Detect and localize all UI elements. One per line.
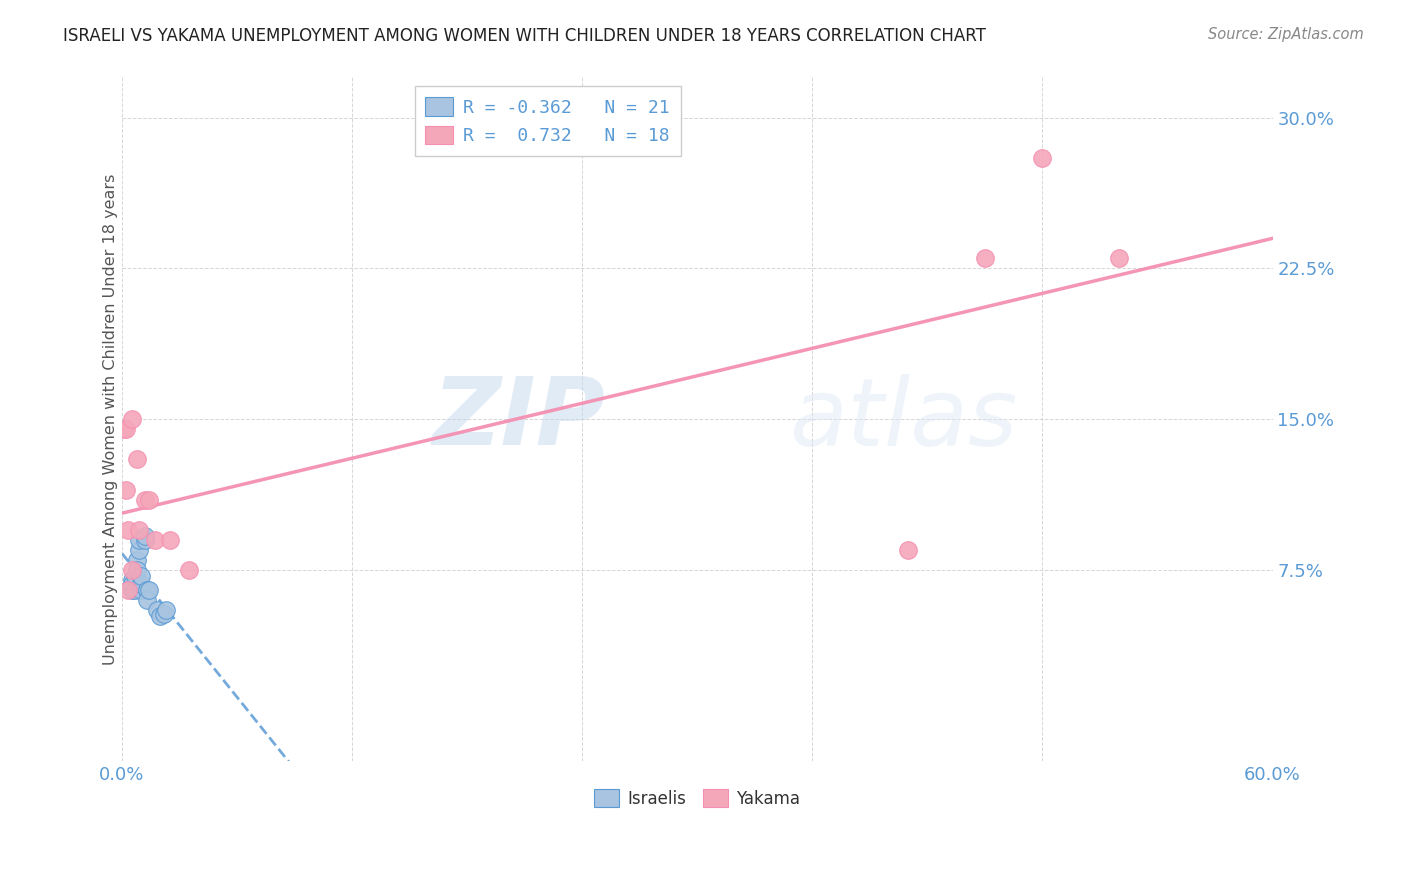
Point [159, 533, 181, 547]
Point [124, 583, 146, 598]
Text: ISRAELI VS YAKAMA UNEMPLOYMENT AMONG WOMEN WITH CHILDREN UNDER 18 YEARS CORRELAT: ISRAELI VS YAKAMA UNEMPLOYMENT AMONG WOM… [63, 27, 986, 45]
Point [134, 529, 156, 543]
Point [1108, 252, 1130, 266]
Point [117, 523, 139, 537]
Text: atlas: atlas [789, 374, 1018, 465]
Point [115, 422, 138, 436]
Point [121, 583, 143, 598]
Point [115, 483, 138, 497]
Point [149, 609, 172, 624]
Point [153, 607, 176, 622]
Point [129, 583, 152, 598]
Point [128, 533, 150, 547]
Point [129, 577, 152, 591]
Text: ZIP: ZIP [433, 373, 605, 466]
Point [127, 563, 149, 577]
Text: Source: ZipAtlas.com: Source: ZipAtlas.com [1208, 27, 1364, 42]
Point [112, 422, 135, 436]
Point [136, 593, 159, 607]
Point [121, 563, 143, 577]
Y-axis label: Unemployment Among Women with Children Under 18 years: Unemployment Among Women with Children U… [104, 174, 118, 665]
Point [138, 583, 160, 598]
Point [121, 412, 143, 426]
Point [129, 569, 152, 583]
Point [138, 492, 160, 507]
Point [124, 569, 146, 583]
Legend: Israelis, Yakama: Israelis, Yakama [588, 783, 807, 814]
Point [155, 603, 177, 617]
Point [128, 543, 150, 558]
Point [145, 603, 167, 617]
Point [1031, 151, 1053, 165]
Point [897, 543, 920, 558]
Point [179, 563, 201, 577]
Point [117, 583, 139, 598]
Point [121, 573, 143, 587]
Point [127, 452, 149, 467]
Point [121, 577, 143, 591]
Point [136, 583, 159, 598]
Point [134, 492, 156, 507]
Point [127, 553, 149, 567]
Point [143, 533, 166, 547]
Point [134, 533, 156, 547]
Point [128, 523, 150, 537]
Point [974, 252, 997, 266]
